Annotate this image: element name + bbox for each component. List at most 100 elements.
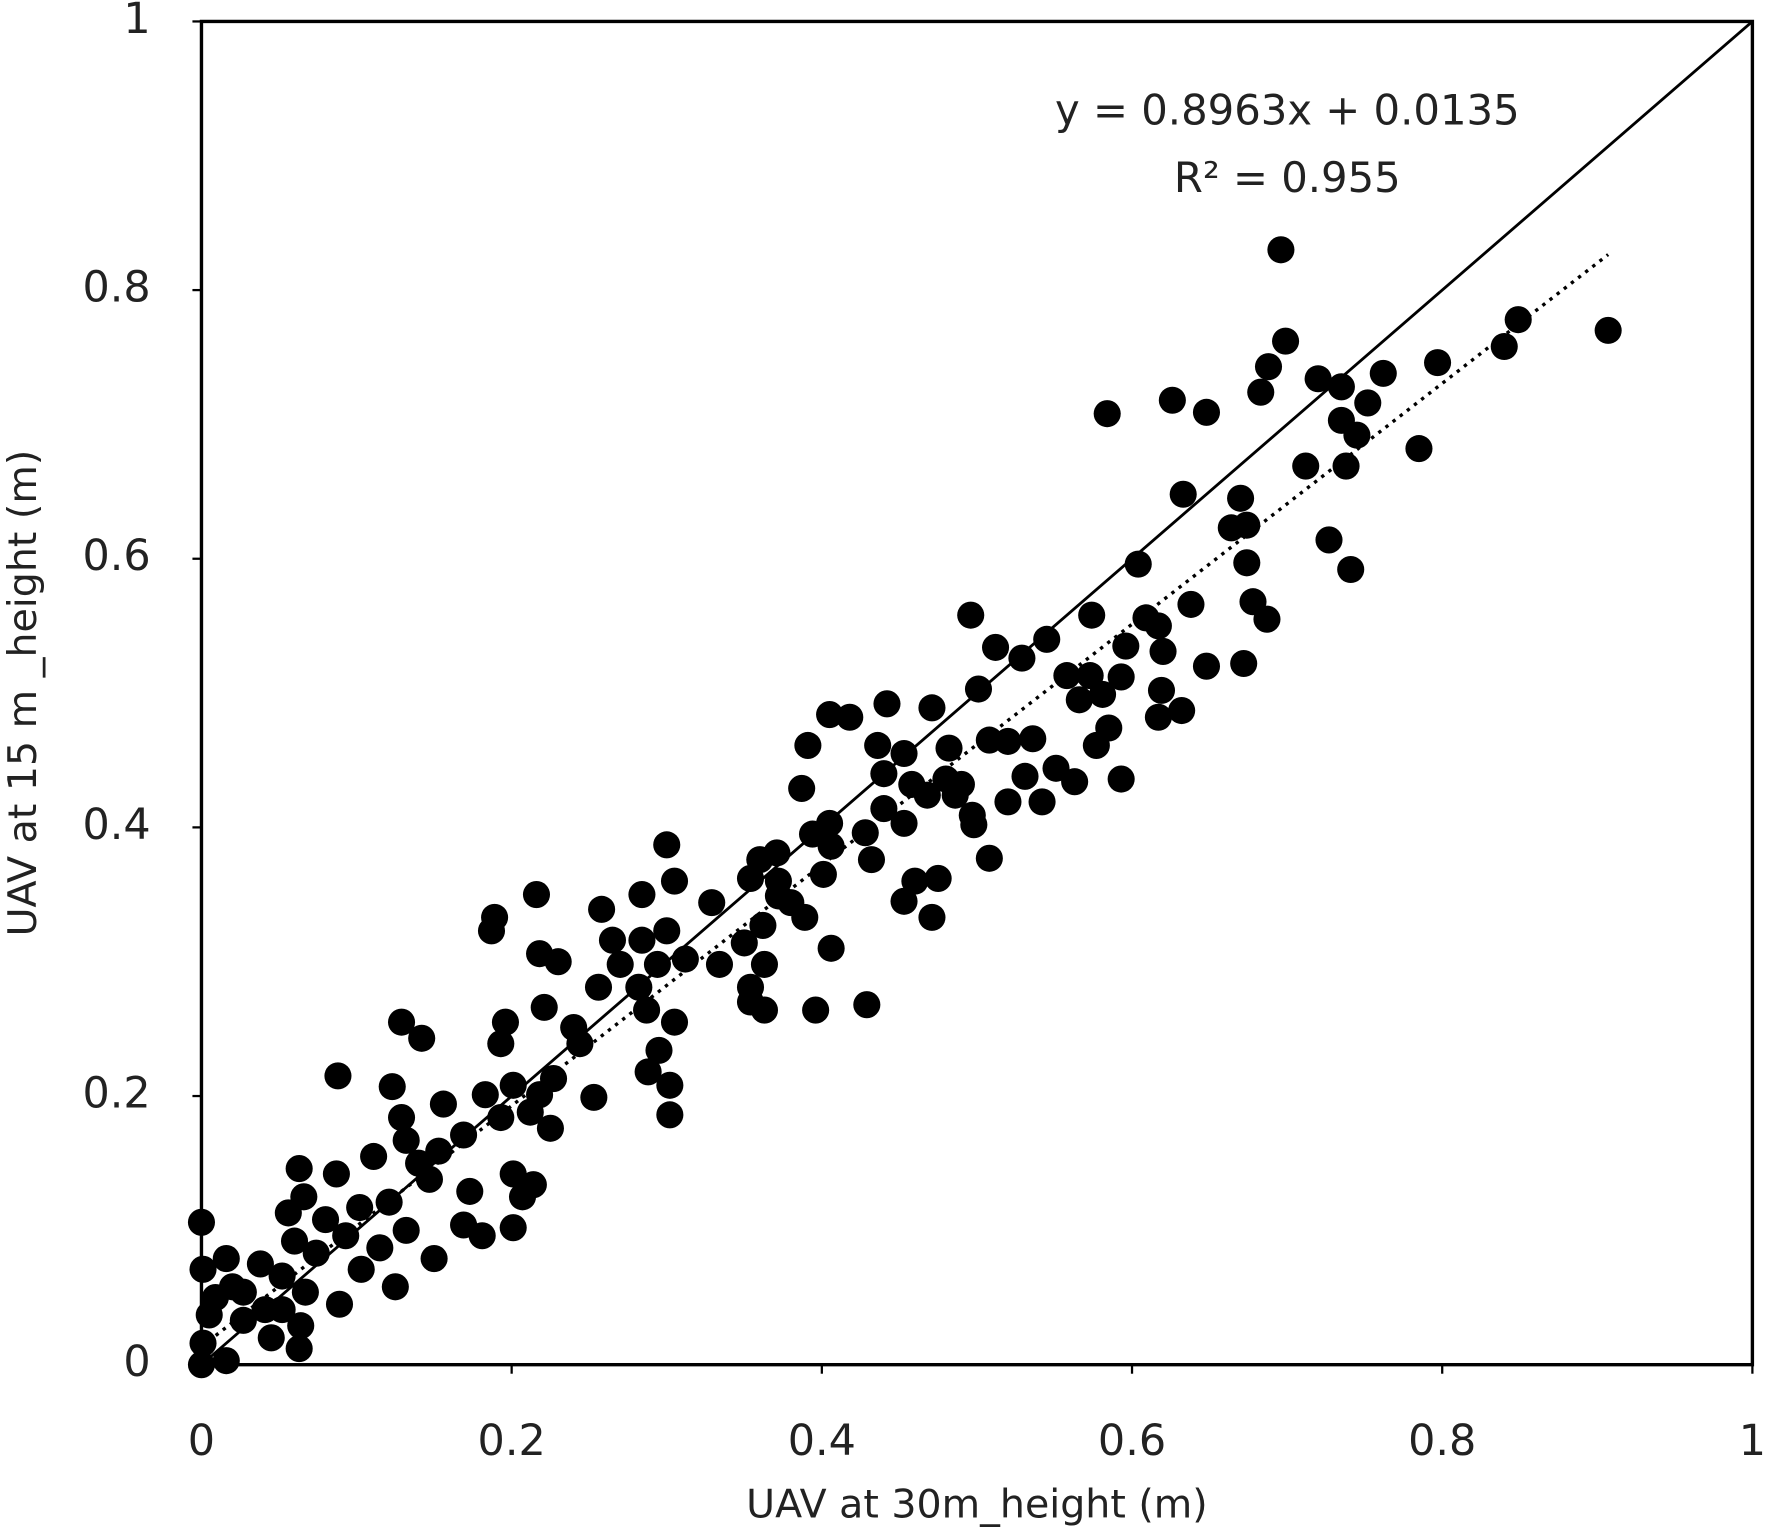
point (656, 1071, 684, 1099)
point (302, 1239, 330, 1267)
point (935, 734, 963, 762)
point (1011, 762, 1039, 790)
point (750, 996, 778, 1024)
point (705, 950, 734, 978)
point (324, 1062, 352, 1090)
point (1405, 435, 1433, 463)
point (964, 675, 993, 703)
point (901, 867, 929, 895)
point (322, 1160, 350, 1188)
point (366, 1234, 394, 1262)
point (941, 781, 969, 809)
point (851, 819, 879, 847)
point (491, 1008, 519, 1036)
y-tick-label: 0.8 (82, 263, 150, 313)
point (1158, 386, 1186, 414)
point (1343, 421, 1371, 449)
point (450, 1121, 478, 1149)
point (516, 1098, 544, 1126)
point (1267, 236, 1295, 264)
point (499, 1214, 527, 1242)
point (1272, 327, 1300, 355)
point (471, 1081, 499, 1109)
point (653, 831, 681, 859)
point (817, 832, 845, 860)
point (456, 1177, 484, 1205)
point (1028, 788, 1056, 816)
point (588, 895, 616, 923)
point (645, 1036, 673, 1064)
point (1254, 353, 1283, 381)
point (584, 973, 613, 1001)
point (257, 1324, 285, 1352)
point (189, 1255, 217, 1283)
point (420, 1245, 448, 1273)
point (1192, 652, 1221, 680)
point (360, 1142, 388, 1171)
point (499, 1071, 527, 1099)
point (1095, 714, 1123, 742)
point (890, 887, 918, 915)
point (633, 996, 661, 1024)
point (187, 1351, 216, 1379)
point (508, 1183, 537, 1211)
point (1061, 768, 1089, 796)
point (873, 690, 901, 718)
point (392, 1216, 420, 1244)
point (750, 950, 778, 978)
point (960, 811, 988, 839)
point (1169, 480, 1197, 508)
point (1112, 632, 1140, 660)
point (1424, 349, 1452, 377)
point (1019, 725, 1047, 753)
point (628, 926, 656, 954)
point (347, 1255, 375, 1283)
point (730, 929, 758, 957)
point (1144, 703, 1172, 731)
point (656, 1101, 684, 1129)
point (913, 781, 941, 809)
point (280, 1227, 309, 1255)
point (628, 881, 656, 909)
point (212, 1347, 240, 1375)
point (530, 993, 558, 1021)
point (285, 1155, 313, 1183)
point (981, 633, 1010, 661)
point (1192, 398, 1221, 426)
point (924, 864, 952, 892)
point (791, 903, 819, 931)
point (598, 926, 627, 954)
point (1147, 676, 1176, 704)
x-axis-title: UAV at 30m_height (m) (746, 1481, 1207, 1527)
point (606, 950, 634, 978)
point (566, 1030, 594, 1058)
point (189, 1329, 217, 1357)
point (429, 1090, 457, 1118)
point (1337, 555, 1365, 584)
point (918, 903, 946, 931)
point (1065, 686, 1093, 714)
point (1078, 601, 1106, 629)
r-squared: R² = 0.955 (1174, 153, 1401, 202)
trend-line (200, 253, 1610, 1348)
point (1327, 373, 1355, 401)
point (1315, 526, 1343, 554)
y-tick-label: 0 (123, 1337, 150, 1387)
point (1093, 400, 1121, 428)
point (544, 948, 572, 976)
point (522, 881, 551, 909)
point (1089, 680, 1117, 708)
point (870, 795, 898, 823)
point (1247, 378, 1275, 406)
point (311, 1206, 340, 1234)
point (1008, 644, 1036, 672)
point (212, 1245, 240, 1273)
point (1107, 663, 1135, 691)
point (1332, 452, 1360, 480)
point (246, 1250, 274, 1278)
point (802, 996, 830, 1024)
point (1144, 612, 1172, 640)
x-tick-label: 0.4 (788, 1416, 856, 1466)
point (229, 1306, 257, 1334)
point (816, 701, 844, 729)
